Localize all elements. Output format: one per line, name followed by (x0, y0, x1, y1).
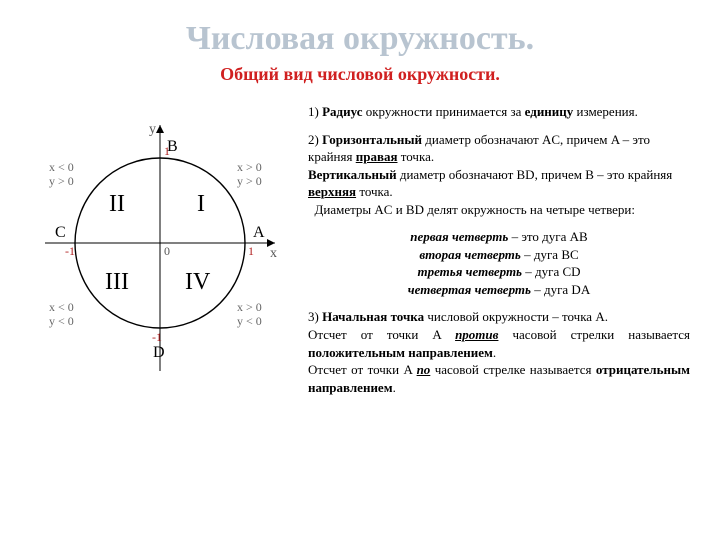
p3-a: 3) (308, 309, 322, 324)
p2-g: диаметр обозначают BD, причем B – это кр… (397, 167, 673, 182)
q2-a: вторая четверть (419, 247, 521, 262)
p3-m: . (393, 380, 396, 395)
content-row: 1 1 -1 -1 0 x y A B C D I II III IV x > … (30, 103, 690, 406)
p3-e: против (455, 327, 498, 342)
quarter-1: первая четверть – это дуга AB (308, 228, 690, 246)
p3-h: . (493, 345, 496, 360)
p1-d: единицу (525, 104, 574, 119)
quad-II: II (109, 191, 125, 217)
q2-x: x < 0 (49, 160, 74, 174)
unit-circle-diagram: 1 1 -1 -1 0 x y A B C D I II III IV x > … (35, 113, 285, 383)
p3-f: часовой стрелки называется (498, 327, 690, 342)
page: Числовая окружность. Общий вид числовой … (0, 0, 720, 426)
q3-b: – дуга CD (522, 264, 581, 279)
y-axis-label: y (149, 122, 156, 137)
q4-y: y < 0 (237, 314, 262, 328)
p1-c: окружности принимается за (362, 104, 524, 119)
q1-b: – это дуга AB (508, 229, 587, 244)
text-column: 1) Радиус окружности принимается за един… (308, 103, 690, 406)
para-1: 1) Радиус окружности принимается за един… (308, 103, 690, 121)
q4-b: – дуга DA (531, 282, 590, 297)
p1-b: Радиус (322, 104, 362, 119)
page-subtitle: Общий вид числовой окружности. (30, 64, 690, 85)
para-2: 2) Горизонтальный диаметр обозначают AC,… (308, 131, 690, 219)
p3-j: по (417, 362, 431, 377)
q4-x: x > 0 (237, 300, 262, 314)
p3-i: Отсчет от точки A (308, 362, 417, 377)
p2-e: точка. (398, 149, 435, 164)
p2-d: правая (356, 149, 398, 164)
point-C: C (55, 224, 66, 241)
point-A: A (253, 224, 265, 241)
tick-left: -1 (65, 244, 75, 258)
p2-f: Вертикальный (308, 167, 397, 182)
p1-e: измерения. (573, 104, 638, 119)
q2-y: y > 0 (49, 174, 74, 188)
q1-x: x > 0 (237, 160, 262, 174)
tick-bottom: -1 (152, 330, 162, 344)
quad-I: I (197, 191, 205, 217)
quad-III: III (105, 269, 129, 295)
diagram-column: 1 1 -1 -1 0 x y A B C D I II III IV x > … (30, 103, 290, 406)
page-title: Числовая окружность. (30, 20, 690, 58)
q3-x: x < 0 (49, 300, 74, 314)
p2-i: точка. (356, 184, 393, 199)
tick-right: 1 (248, 244, 254, 258)
quad-IV: IV (185, 269, 211, 295)
p3-g: положительным направлением (308, 345, 493, 360)
q1-y: y > 0 (237, 174, 262, 188)
p2-a: 2) (308, 132, 322, 147)
p3-b: Начальная точка (322, 309, 424, 324)
quarter-2: вторая четверть – дуга BC (308, 246, 690, 264)
p2-b: Горизонтальный (322, 132, 422, 147)
point-D: D (153, 344, 165, 361)
point-B: B (167, 138, 178, 155)
q3-a: третья четверть (417, 264, 522, 279)
quarter-3: третья четверть – дуга CD (308, 263, 690, 281)
x-axis-label: x (270, 246, 277, 261)
p3-c: числовой окружности – точка A. (424, 309, 608, 324)
para-3: 3) Начальная точка числовой окружности –… (308, 308, 690, 396)
q4-a: четвертая четверть (408, 282, 531, 297)
p3-d: Отсчет от точки A (308, 327, 455, 342)
q1-a: первая четверть (410, 229, 508, 244)
p2-h: верхняя (308, 184, 356, 199)
p1-a: 1) (308, 104, 322, 119)
q3-y: y < 0 (49, 314, 74, 328)
q2-b: – дуга BC (521, 247, 579, 262)
p3-k: часовой стрелке называется (430, 362, 596, 377)
quarter-4: четвертая четверть – дуга DA (308, 281, 690, 299)
p2-j: Диаметры AC и BD делят окружность на чет… (315, 202, 636, 217)
origin-label: 0 (164, 244, 170, 258)
